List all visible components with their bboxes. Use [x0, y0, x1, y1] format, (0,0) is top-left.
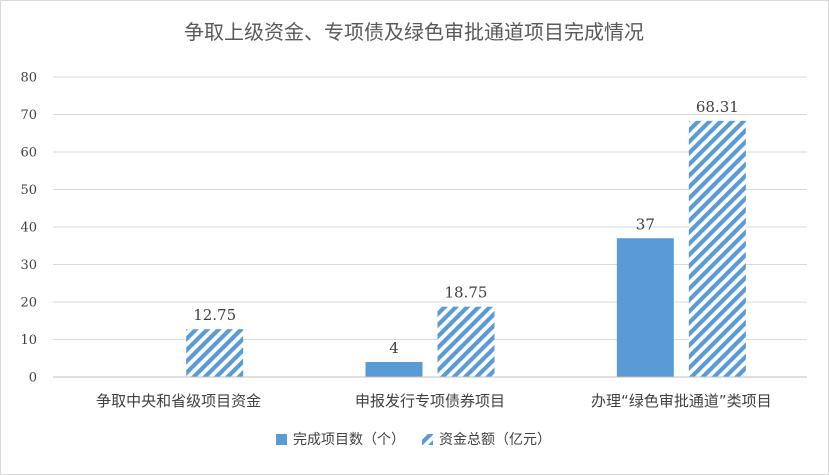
- y-tick-label: 30: [20, 258, 37, 273]
- legend-label: 资金总额（亿元）: [439, 432, 551, 448]
- y-tick-label: 10: [20, 333, 37, 348]
- x-category-label: 办理“绿色审批通道”类项目: [591, 392, 772, 410]
- data-label: 18.75: [445, 284, 488, 302]
- y-tick-label: 80: [20, 71, 37, 86]
- bar-fund-total: [186, 329, 244, 377]
- grid-layer: [53, 76, 807, 378]
- legend-swatch: [276, 434, 287, 445]
- x-category-label: 争取中央和省级项目资金: [96, 392, 261, 410]
- data-labels-layer: 12.75 4 18.75 37 68.31: [193, 98, 739, 357]
- axis-layer: 0 10 20 30 40 50 60 70 80 争取中央和省级项目资金 申报发行专项债券项目 办理…: [20, 71, 807, 410]
- y-tick-label: 70: [20, 108, 37, 123]
- legend: 完成项目数（个） 资金总额（亿元）: [276, 432, 551, 448]
- legend-label: 完成项目数（个）: [293, 432, 405, 448]
- bars-layer: [186, 120, 746, 378]
- bar-fund-total: [688, 120, 746, 378]
- bar-project-count: [616, 238, 674, 377]
- y-tick-label: 40: [20, 221, 37, 236]
- data-label: 37: [636, 215, 655, 233]
- data-label: 68.31: [696, 98, 739, 116]
- data-label: 12.75: [193, 306, 236, 324]
- chart-title: 争取上级资金、专项债及绿色审批通道项目完成情况: [184, 20, 644, 44]
- data-label: 4: [389, 339, 399, 357]
- bar-fund-total: [437, 306, 495, 377]
- y-tick-label: 60: [20, 146, 37, 161]
- x-category-label: 申报发行专项债券项目: [355, 392, 505, 410]
- bar-project-count: [365, 362, 423, 377]
- y-tick-label: 0: [29, 371, 37, 386]
- y-tick-label: 50: [20, 183, 37, 198]
- y-tick-label: 20: [20, 296, 37, 311]
- legend-swatch: [422, 434, 433, 445]
